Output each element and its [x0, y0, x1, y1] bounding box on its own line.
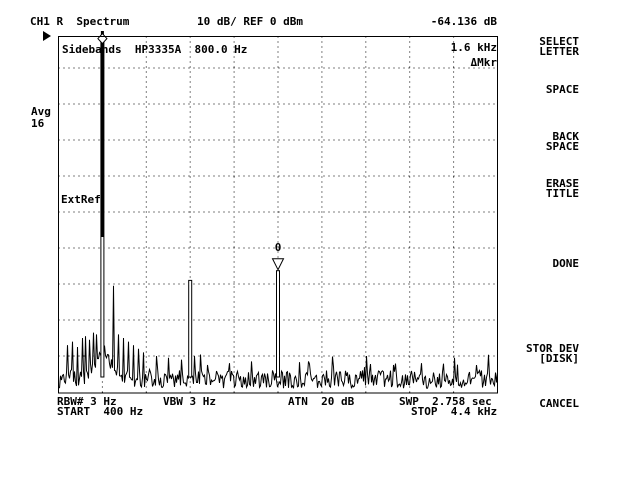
softkey-select-letter[interactable]: SELECT LETTER: [539, 35, 579, 58]
vbw-readout: VBW 3 Hz: [163, 395, 216, 408]
softkey-cancel[interactable]: CANCEL: [539, 397, 579, 410]
delta-frequency-readout: 1.6 kHz: [450, 41, 497, 54]
sweep-time-readout: SWP 2.758 sec: [399, 395, 492, 408]
softkey-space[interactable]: SPACE: [545, 83, 579, 96]
peak-bar: [188, 279, 193, 378]
rbw-readout: RBW# 3 Hz: [57, 395, 117, 408]
softkey-erase-title[interactable]: ERASE TITLE: [545, 177, 579, 200]
delta-marker-label: ΔMkr: [470, 56, 498, 69]
ext-ref-indicator: ExtRef: [61, 193, 101, 206]
attenuation-readout: ATN 20 dB: [288, 395, 355, 408]
reference-level-marker-icon: [43, 31, 51, 41]
amplitude-scale-label: 10 dB/ REF 0 dBm: [197, 15, 303, 28]
plot-title: Sidebands HP3335A 800.0 Hz: [62, 43, 248, 56]
peak-bar: [276, 270, 280, 378]
softkey-done[interactable]: DONE: [552, 257, 580, 270]
average-indicator: Avg 16: [31, 105, 51, 130]
softkey-back-space[interactable]: BACK SPACE: [545, 130, 579, 153]
start-frequency-readout: START 400 Hz: [57, 405, 144, 418]
plot-frame: [58, 36, 498, 394]
delta-amplitude-readout: -64.136 dB: [430, 15, 497, 28]
stop-frequency-readout: STOP 4.4 kHz: [411, 405, 498, 418]
softkey-stor-dev-disk[interactable]: STOR DEV [DISK]: [526, 342, 579, 365]
delta-marker-icon: [271, 258, 285, 271]
main-peak: [100, 35, 105, 378]
delta-marker-number: 0: [274, 241, 282, 254]
channel-trace-label: CH1 R Spectrum: [30, 15, 130, 28]
